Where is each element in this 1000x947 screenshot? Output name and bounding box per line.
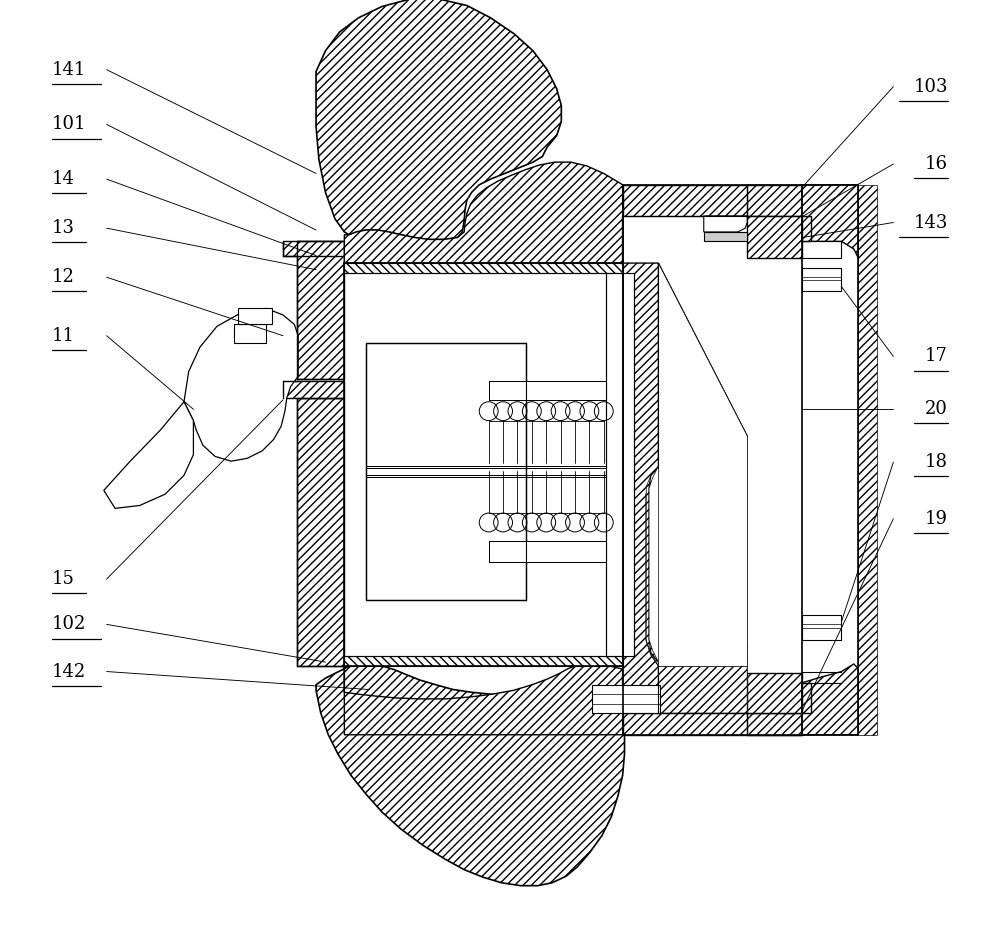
Polygon shape (344, 162, 623, 263)
Polygon shape (623, 185, 802, 216)
Polygon shape (802, 615, 841, 640)
Text: 101: 101 (52, 116, 86, 134)
Polygon shape (606, 273, 634, 656)
Polygon shape (316, 664, 625, 885)
Polygon shape (747, 216, 802, 259)
Text: 103: 103 (914, 78, 948, 96)
Text: 20: 20 (925, 401, 948, 419)
Polygon shape (344, 664, 623, 735)
Polygon shape (646, 263, 747, 713)
Polygon shape (802, 185, 858, 259)
Polygon shape (104, 402, 193, 509)
Polygon shape (283, 241, 344, 257)
Polygon shape (658, 263, 747, 666)
Polygon shape (184, 309, 298, 461)
Polygon shape (344, 263, 623, 666)
Text: 12: 12 (52, 268, 75, 286)
Text: 15: 15 (52, 570, 75, 588)
Polygon shape (802, 216, 811, 241)
Polygon shape (297, 241, 344, 379)
Polygon shape (649, 263, 747, 666)
Polygon shape (234, 325, 266, 343)
Polygon shape (238, 309, 272, 325)
Text: 14: 14 (52, 170, 75, 188)
Polygon shape (747, 713, 802, 735)
Text: 11: 11 (52, 327, 75, 345)
Polygon shape (704, 232, 747, 241)
Text: 141: 141 (52, 61, 86, 79)
Text: 17: 17 (925, 348, 948, 366)
Polygon shape (858, 185, 877, 735)
Text: 19: 19 (925, 509, 948, 527)
Polygon shape (344, 656, 623, 666)
Polygon shape (802, 268, 841, 292)
Polygon shape (623, 216, 658, 713)
Polygon shape (316, 0, 561, 240)
Polygon shape (366, 343, 526, 599)
Polygon shape (802, 664, 858, 735)
Polygon shape (704, 216, 747, 232)
Polygon shape (646, 263, 747, 713)
Text: 18: 18 (925, 453, 948, 471)
Polygon shape (344, 263, 623, 273)
Polygon shape (623, 713, 802, 735)
Text: 143: 143 (914, 213, 948, 231)
Polygon shape (649, 263, 747, 662)
Text: 142: 142 (52, 663, 86, 681)
Polygon shape (592, 685, 660, 713)
Text: 102: 102 (52, 616, 86, 634)
Text: 16: 16 (925, 155, 948, 173)
Polygon shape (802, 683, 811, 713)
Polygon shape (297, 398, 344, 666)
Polygon shape (283, 381, 344, 398)
Polygon shape (489, 381, 606, 400)
Polygon shape (747, 185, 802, 216)
Text: 13: 13 (52, 219, 75, 237)
Polygon shape (747, 673, 802, 713)
Polygon shape (489, 542, 606, 563)
